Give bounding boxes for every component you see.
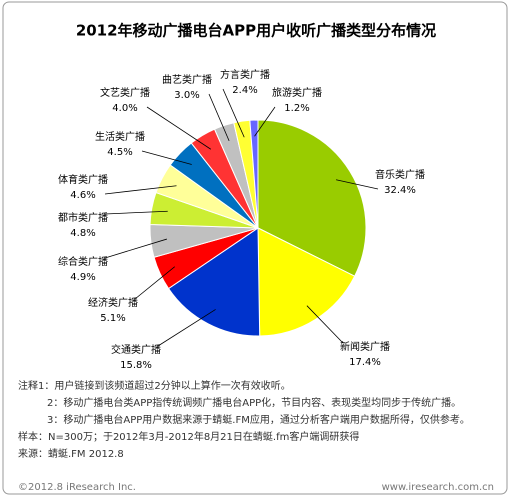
- leader-line: [306, 305, 344, 344]
- note: 样本：N=300万；于2012年3月-2012年8月21日在蜻蜓.fm客户端调研…: [18, 430, 359, 443]
- leader-line: [104, 238, 167, 259]
- value-label: 3.0%: [174, 90, 199, 101]
- slice-label: 生活类广播: [95, 130, 145, 143]
- slice-label: 经济类广播: [88, 296, 138, 309]
- value-label: 32.4%: [384, 185, 416, 196]
- value-label: 5.1%: [100, 313, 125, 324]
- leader-line: [104, 185, 177, 195]
- note: 注释1：用户链接到该频道超过2分钟以上算作一次有效收听。: [18, 379, 291, 392]
- leader-line: [208, 93, 230, 142]
- leader-line: [134, 266, 175, 300]
- leader-line: [157, 309, 216, 347]
- note: 来源：蜻蜓.FM 2012.8: [18, 447, 124, 460]
- value-label: 4.9%: [70, 272, 95, 283]
- leader-line: [254, 106, 276, 137]
- slice-label: 旅游类广播: [272, 86, 322, 99]
- pie-slice: [167, 227, 261, 337]
- copyright: ©2012.8 iResearch Inc.: [18, 482, 136, 493]
- leader-line: [141, 150, 192, 165]
- url: www.iresearch.com.cn: [382, 482, 494, 493]
- chart-title: 2012年移动广播电台APP用户收听广播类型分布情况: [76, 22, 436, 40]
- pie-slice: [257, 227, 356, 337]
- value-label: 4.0%: [112, 103, 137, 114]
- value-label: 1.2%: [284, 103, 309, 114]
- leader-line: [104, 210, 168, 215]
- slice-label: 都市类广播: [58, 211, 108, 224]
- slice-label: 体育类广播: [58, 173, 108, 186]
- slice-label: 综合类广播: [58, 255, 108, 268]
- leader-line: [335, 179, 379, 190]
- leader-line: [222, 88, 245, 138]
- slice-label: 新闻类广播: [340, 340, 390, 353]
- value-label: 4.8%: [70, 228, 95, 239]
- value-label: 2.4%: [232, 85, 257, 96]
- value-label: 17.4%: [349, 357, 381, 368]
- pie-slice: [249, 119, 259, 229]
- slice-label: 音乐类广播: [375, 168, 425, 181]
- slice-label: 文艺类广播: [100, 86, 150, 99]
- slice-label: 方言类广播: [220, 68, 270, 81]
- leader-line: [146, 106, 212, 150]
- slice-label: 曲艺类广播: [162, 73, 212, 86]
- value-label: 4.6%: [70, 190, 95, 201]
- pie-slice: [257, 119, 367, 277]
- value-label: 15.8%: [120, 360, 152, 371]
- value-label: 4.5%: [107, 147, 132, 158]
- note: 3：移动广播电台APP用户数据来源于蜻蜓.FM应用，通过分析客户端用户数据所得，…: [47, 413, 470, 426]
- note: 2：移动广播电台类APP指传统调频广播电台APP化，节目内容、表现类型均同步于传…: [47, 396, 461, 409]
- slice-label: 交通类广播: [111, 343, 161, 356]
